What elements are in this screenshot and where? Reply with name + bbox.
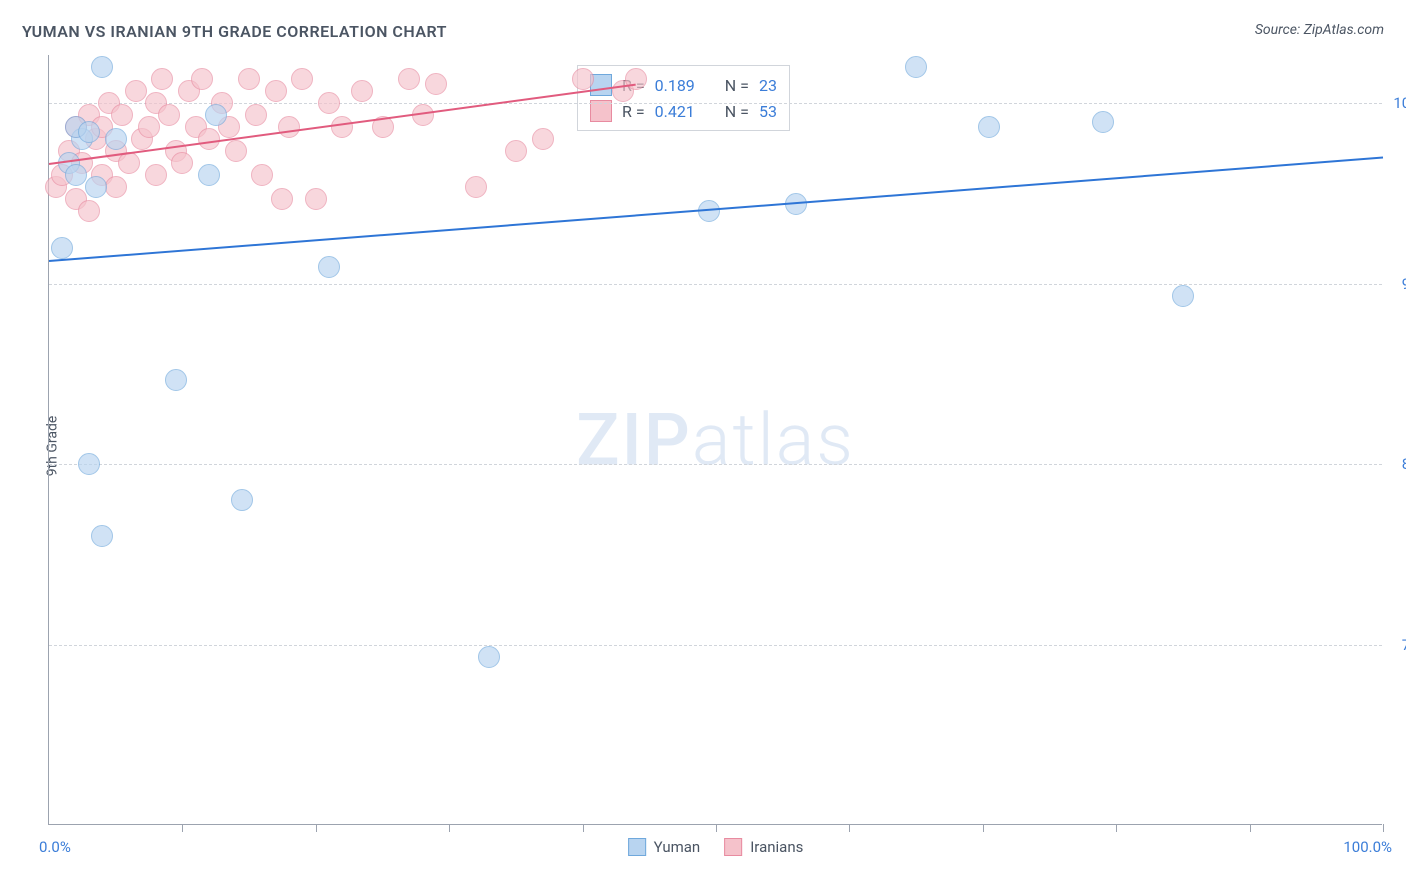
watermark-light: atlas [692, 397, 855, 482]
point-iranian [145, 164, 167, 186]
point-yuman [165, 369, 187, 391]
point-yuman [85, 176, 107, 198]
x-tick [182, 824, 183, 832]
point-iranian [465, 176, 487, 198]
n-label-1: N = [725, 76, 749, 95]
x-tick [716, 824, 717, 832]
point-iranian [151, 68, 173, 90]
bottom-legend: Yuman Iranians [628, 838, 804, 856]
trend-line-yuman [49, 156, 1383, 261]
point-iranian [118, 152, 140, 174]
chart-source: Source: ZipAtlas.com [1255, 22, 1384, 38]
point-iranian [572, 68, 594, 90]
legend-item-iranian: Iranians [724, 838, 803, 856]
watermark-bold: ZIP [576, 397, 692, 482]
x-axis-min-label: 0.0% [39, 838, 71, 856]
n-value-2: 53 [759, 102, 777, 121]
point-yuman [978, 116, 1000, 138]
point-iranian [238, 68, 260, 90]
point-iranian [331, 116, 353, 138]
point-iranian [278, 116, 300, 138]
point-iranian [78, 200, 100, 222]
source-name: ZipAtlas.com [1304, 22, 1384, 38]
point-iranian [251, 164, 273, 186]
point-iranian [532, 128, 554, 150]
point-iranian [305, 188, 327, 210]
point-yuman [318, 256, 340, 278]
point-iranian [138, 116, 160, 138]
legend-item-yuman: Yuman [628, 838, 701, 856]
point-yuman [91, 525, 113, 547]
legend-label-yuman: Yuman [654, 838, 701, 856]
point-iranian [191, 68, 213, 90]
plot-area: ZIPatlas R = 0.189 N = 23 R = 0.421 N = … [48, 55, 1382, 825]
legend-swatch-iranian [724, 838, 742, 856]
x-tick [316, 824, 317, 832]
point-iranian [271, 188, 293, 210]
stats-box: R = 0.189 N = 23 R = 0.421 N = 53 [577, 65, 790, 131]
point-yuman [1172, 285, 1194, 307]
point-yuman [51, 237, 73, 259]
n-value-1: 23 [759, 76, 777, 95]
point-iranian [245, 104, 267, 126]
x-tick [583, 824, 584, 832]
point-yuman [198, 164, 220, 186]
point-yuman [105, 128, 127, 150]
y-tick-label: 85.0% [1402, 455, 1406, 473]
watermark: ZIPatlas [576, 397, 855, 482]
x-tick [1250, 824, 1251, 832]
legend-label-iranian: Iranians [750, 838, 803, 856]
stats-row-iranian: R = 0.421 N = 53 [590, 98, 777, 124]
gridline [49, 464, 1382, 465]
point-iranian [351, 80, 373, 102]
point-iranian [398, 68, 420, 90]
gridline [49, 645, 1382, 646]
point-yuman [1092, 111, 1114, 133]
x-tick [1116, 824, 1117, 832]
point-iranian [425, 73, 447, 95]
point-iranian [265, 80, 287, 102]
point-iranian [625, 68, 647, 90]
legend-swatch-yuman [628, 838, 646, 856]
point-yuman [231, 489, 253, 511]
y-tick-label: 100.0% [1393, 94, 1406, 112]
point-yuman [205, 104, 227, 126]
point-iranian [505, 140, 527, 162]
gridline [49, 103, 1382, 104]
y-tick-label: 77.5% [1402, 636, 1406, 654]
chart-title: YUMAN VS IRANIAN 9TH GRADE CORRELATION C… [22, 22, 447, 41]
point-iranian [111, 104, 133, 126]
point-iranian [318, 92, 340, 114]
x-axis-max-label: 100.0% [1343, 838, 1392, 856]
source-label: Source: [1255, 22, 1300, 38]
n-label-2: N = [725, 102, 749, 121]
point-yuman [78, 453, 100, 475]
point-iranian [125, 80, 147, 102]
r-value-2: 0.421 [655, 102, 695, 121]
y-tick-label: 92.5% [1402, 275, 1406, 293]
x-tick [983, 824, 984, 832]
point-yuman [478, 646, 500, 668]
point-yuman [78, 121, 100, 143]
point-iranian [171, 152, 193, 174]
r-value-1: 0.189 [655, 76, 695, 95]
point-yuman [91, 56, 113, 78]
point-yuman [65, 164, 87, 186]
point-iranian [291, 68, 313, 90]
point-iranian [105, 176, 127, 198]
point-iranian [158, 104, 180, 126]
point-iranian [225, 140, 247, 162]
point-yuman [905, 56, 927, 78]
x-tick [1383, 824, 1384, 832]
r-label-2: R = [622, 102, 645, 121]
x-tick [849, 824, 850, 832]
point-yuman [698, 200, 720, 222]
x-tick [449, 824, 450, 832]
